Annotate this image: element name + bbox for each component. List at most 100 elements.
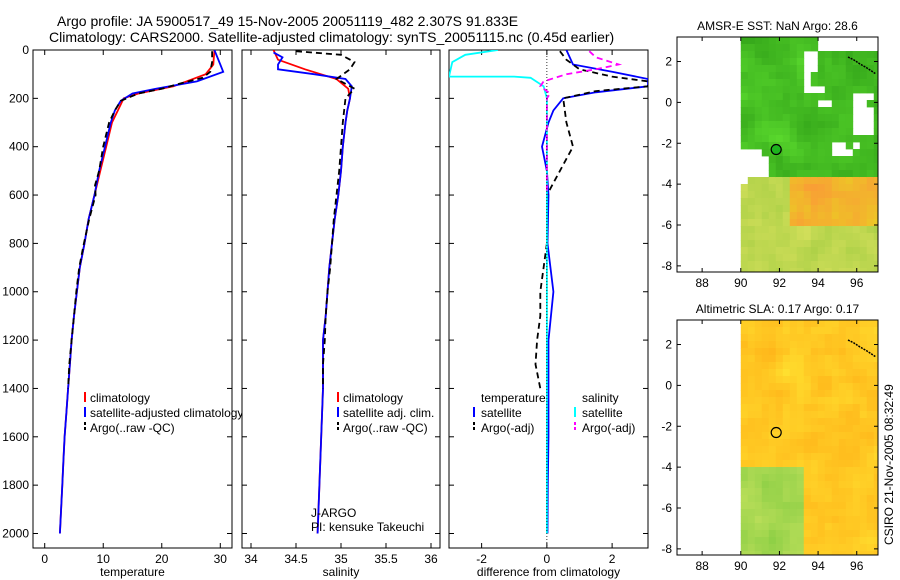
map-cell bbox=[754, 247, 763, 255]
map-cell bbox=[817, 212, 826, 220]
map-cell bbox=[824, 170, 833, 178]
map-cell bbox=[824, 191, 833, 199]
map-cell bbox=[824, 121, 833, 129]
map-cell bbox=[803, 156, 812, 164]
map-cell bbox=[768, 240, 777, 248]
map-cell bbox=[740, 79, 749, 87]
map-cell bbox=[761, 467, 770, 475]
map-cell bbox=[782, 219, 791, 227]
map-cell bbox=[775, 58, 784, 66]
map-cell bbox=[845, 488, 854, 496]
x-tick-label: 88 bbox=[695, 559, 709, 573]
map-cell bbox=[873, 544, 879, 552]
y-tick-label: 800 bbox=[9, 236, 29, 250]
map-cell bbox=[775, 488, 784, 496]
map-cell bbox=[845, 51, 854, 59]
map-cell bbox=[796, 516, 805, 524]
legend-label: satellite bbox=[481, 406, 522, 420]
map-cell bbox=[789, 460, 798, 468]
map-cell bbox=[775, 135, 784, 143]
map-cell bbox=[740, 460, 749, 468]
map-cell bbox=[817, 537, 826, 545]
map-cell bbox=[796, 369, 805, 377]
x-tick-label: 20 bbox=[155, 552, 169, 566]
map-cell bbox=[761, 446, 770, 454]
map-cell bbox=[817, 268, 826, 273]
map-cell bbox=[810, 170, 819, 178]
map-cell bbox=[838, 177, 847, 185]
map-cell bbox=[747, 79, 756, 87]
map-cell bbox=[873, 411, 879, 419]
map-cell bbox=[838, 163, 847, 171]
map-cell bbox=[796, 383, 805, 391]
map-cell bbox=[852, 537, 861, 545]
map-cell bbox=[817, 481, 826, 489]
map-cell bbox=[768, 51, 777, 59]
map-cell bbox=[810, 362, 819, 370]
map-cell bbox=[740, 341, 749, 349]
map-cell bbox=[824, 523, 833, 531]
map-cell bbox=[789, 341, 798, 349]
map-cell bbox=[873, 334, 879, 342]
map-cell bbox=[754, 320, 763, 328]
map-cell bbox=[852, 205, 861, 213]
map-cell bbox=[775, 369, 784, 377]
map-cell bbox=[852, 453, 861, 461]
map-cell bbox=[740, 128, 749, 136]
map-cell bbox=[817, 446, 826, 454]
legend-label: Argo(..raw -QC) bbox=[343, 421, 428, 435]
map-cell bbox=[803, 348, 812, 356]
map-cell bbox=[796, 390, 805, 398]
map-cell bbox=[768, 341, 777, 349]
map-cell bbox=[866, 86, 875, 94]
map-cell bbox=[866, 327, 875, 335]
map-cell bbox=[817, 425, 826, 433]
map-cell bbox=[761, 233, 770, 241]
map-cell bbox=[754, 37, 763, 45]
map-cell bbox=[782, 100, 791, 108]
x-tick-label: 35.5 bbox=[374, 552, 398, 566]
map-cell bbox=[796, 268, 805, 273]
map-cell bbox=[866, 432, 875, 440]
map-cell bbox=[768, 247, 777, 255]
map-cell bbox=[796, 474, 805, 482]
map-cell bbox=[824, 93, 833, 101]
map-cell bbox=[740, 65, 749, 73]
map-cell bbox=[740, 268, 749, 273]
y-tick-label: -6 bbox=[661, 218, 672, 232]
map-cell bbox=[754, 376, 763, 384]
map-cell bbox=[796, 100, 805, 108]
map-cell bbox=[796, 320, 805, 328]
map-cell bbox=[852, 411, 861, 419]
map-cell bbox=[824, 177, 833, 185]
map-cell bbox=[796, 163, 805, 171]
map-cell bbox=[740, 72, 749, 80]
map-cell bbox=[761, 212, 770, 220]
map-cell bbox=[859, 439, 868, 447]
panel-sst_map: AMSR-E SST: NaN Argo: 28.6 88 90 92 94 96 -8 -6… bbox=[661, 19, 879, 290]
map-cell bbox=[859, 233, 868, 241]
map-cell bbox=[859, 341, 868, 349]
map-cell bbox=[873, 369, 879, 377]
map-cell bbox=[754, 530, 763, 538]
x-tick-label: 96 bbox=[850, 559, 864, 573]
title-line-1: Argo profile: JA 5900517_49 15-Nov-2005 … bbox=[57, 13, 518, 29]
map-cell bbox=[789, 219, 798, 227]
map-cell bbox=[782, 184, 791, 192]
map-cell bbox=[747, 37, 756, 45]
x-tick-label: 10 bbox=[97, 552, 111, 566]
map-cell bbox=[838, 135, 847, 143]
map-cell bbox=[817, 327, 826, 335]
map-cell bbox=[775, 254, 784, 262]
map-cell bbox=[859, 369, 868, 377]
map-cell bbox=[831, 460, 840, 468]
series-line bbox=[534, 50, 648, 389]
map-cell bbox=[831, 226, 840, 234]
map-cell bbox=[817, 79, 826, 87]
map-cell bbox=[859, 72, 868, 80]
map-cell bbox=[782, 530, 791, 538]
map-cell bbox=[768, 516, 777, 524]
map-cell bbox=[817, 348, 826, 356]
map-cell bbox=[824, 355, 833, 363]
map-cell bbox=[803, 170, 812, 178]
